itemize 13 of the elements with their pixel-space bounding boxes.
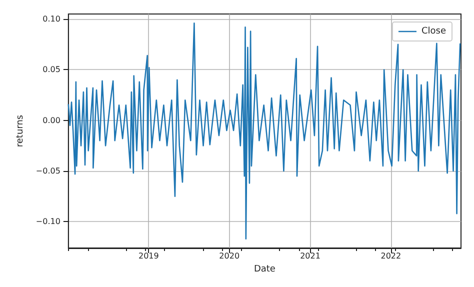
y-tick-label: 0.00 (42, 116, 60, 125)
y-axis-title: returns (16, 114, 26, 148)
y-tick-label: −0.10 (36, 217, 60, 226)
y-tick-label: 0.05 (42, 65, 60, 74)
line-series (68, 22, 461, 240)
x-tick-label: 2022 (380, 252, 402, 260)
x-tick-label: 2019 (138, 252, 159, 260)
x-tick-label: 2021 (300, 252, 320, 260)
y-tick-label: 0.10 (42, 14, 60, 24)
y-tick-label: −0.05 (36, 166, 60, 176)
x-tick-label: 2020 (219, 252, 240, 260)
x-axis-title: Date (254, 264, 276, 274)
legend-label: Close (421, 26, 446, 36)
